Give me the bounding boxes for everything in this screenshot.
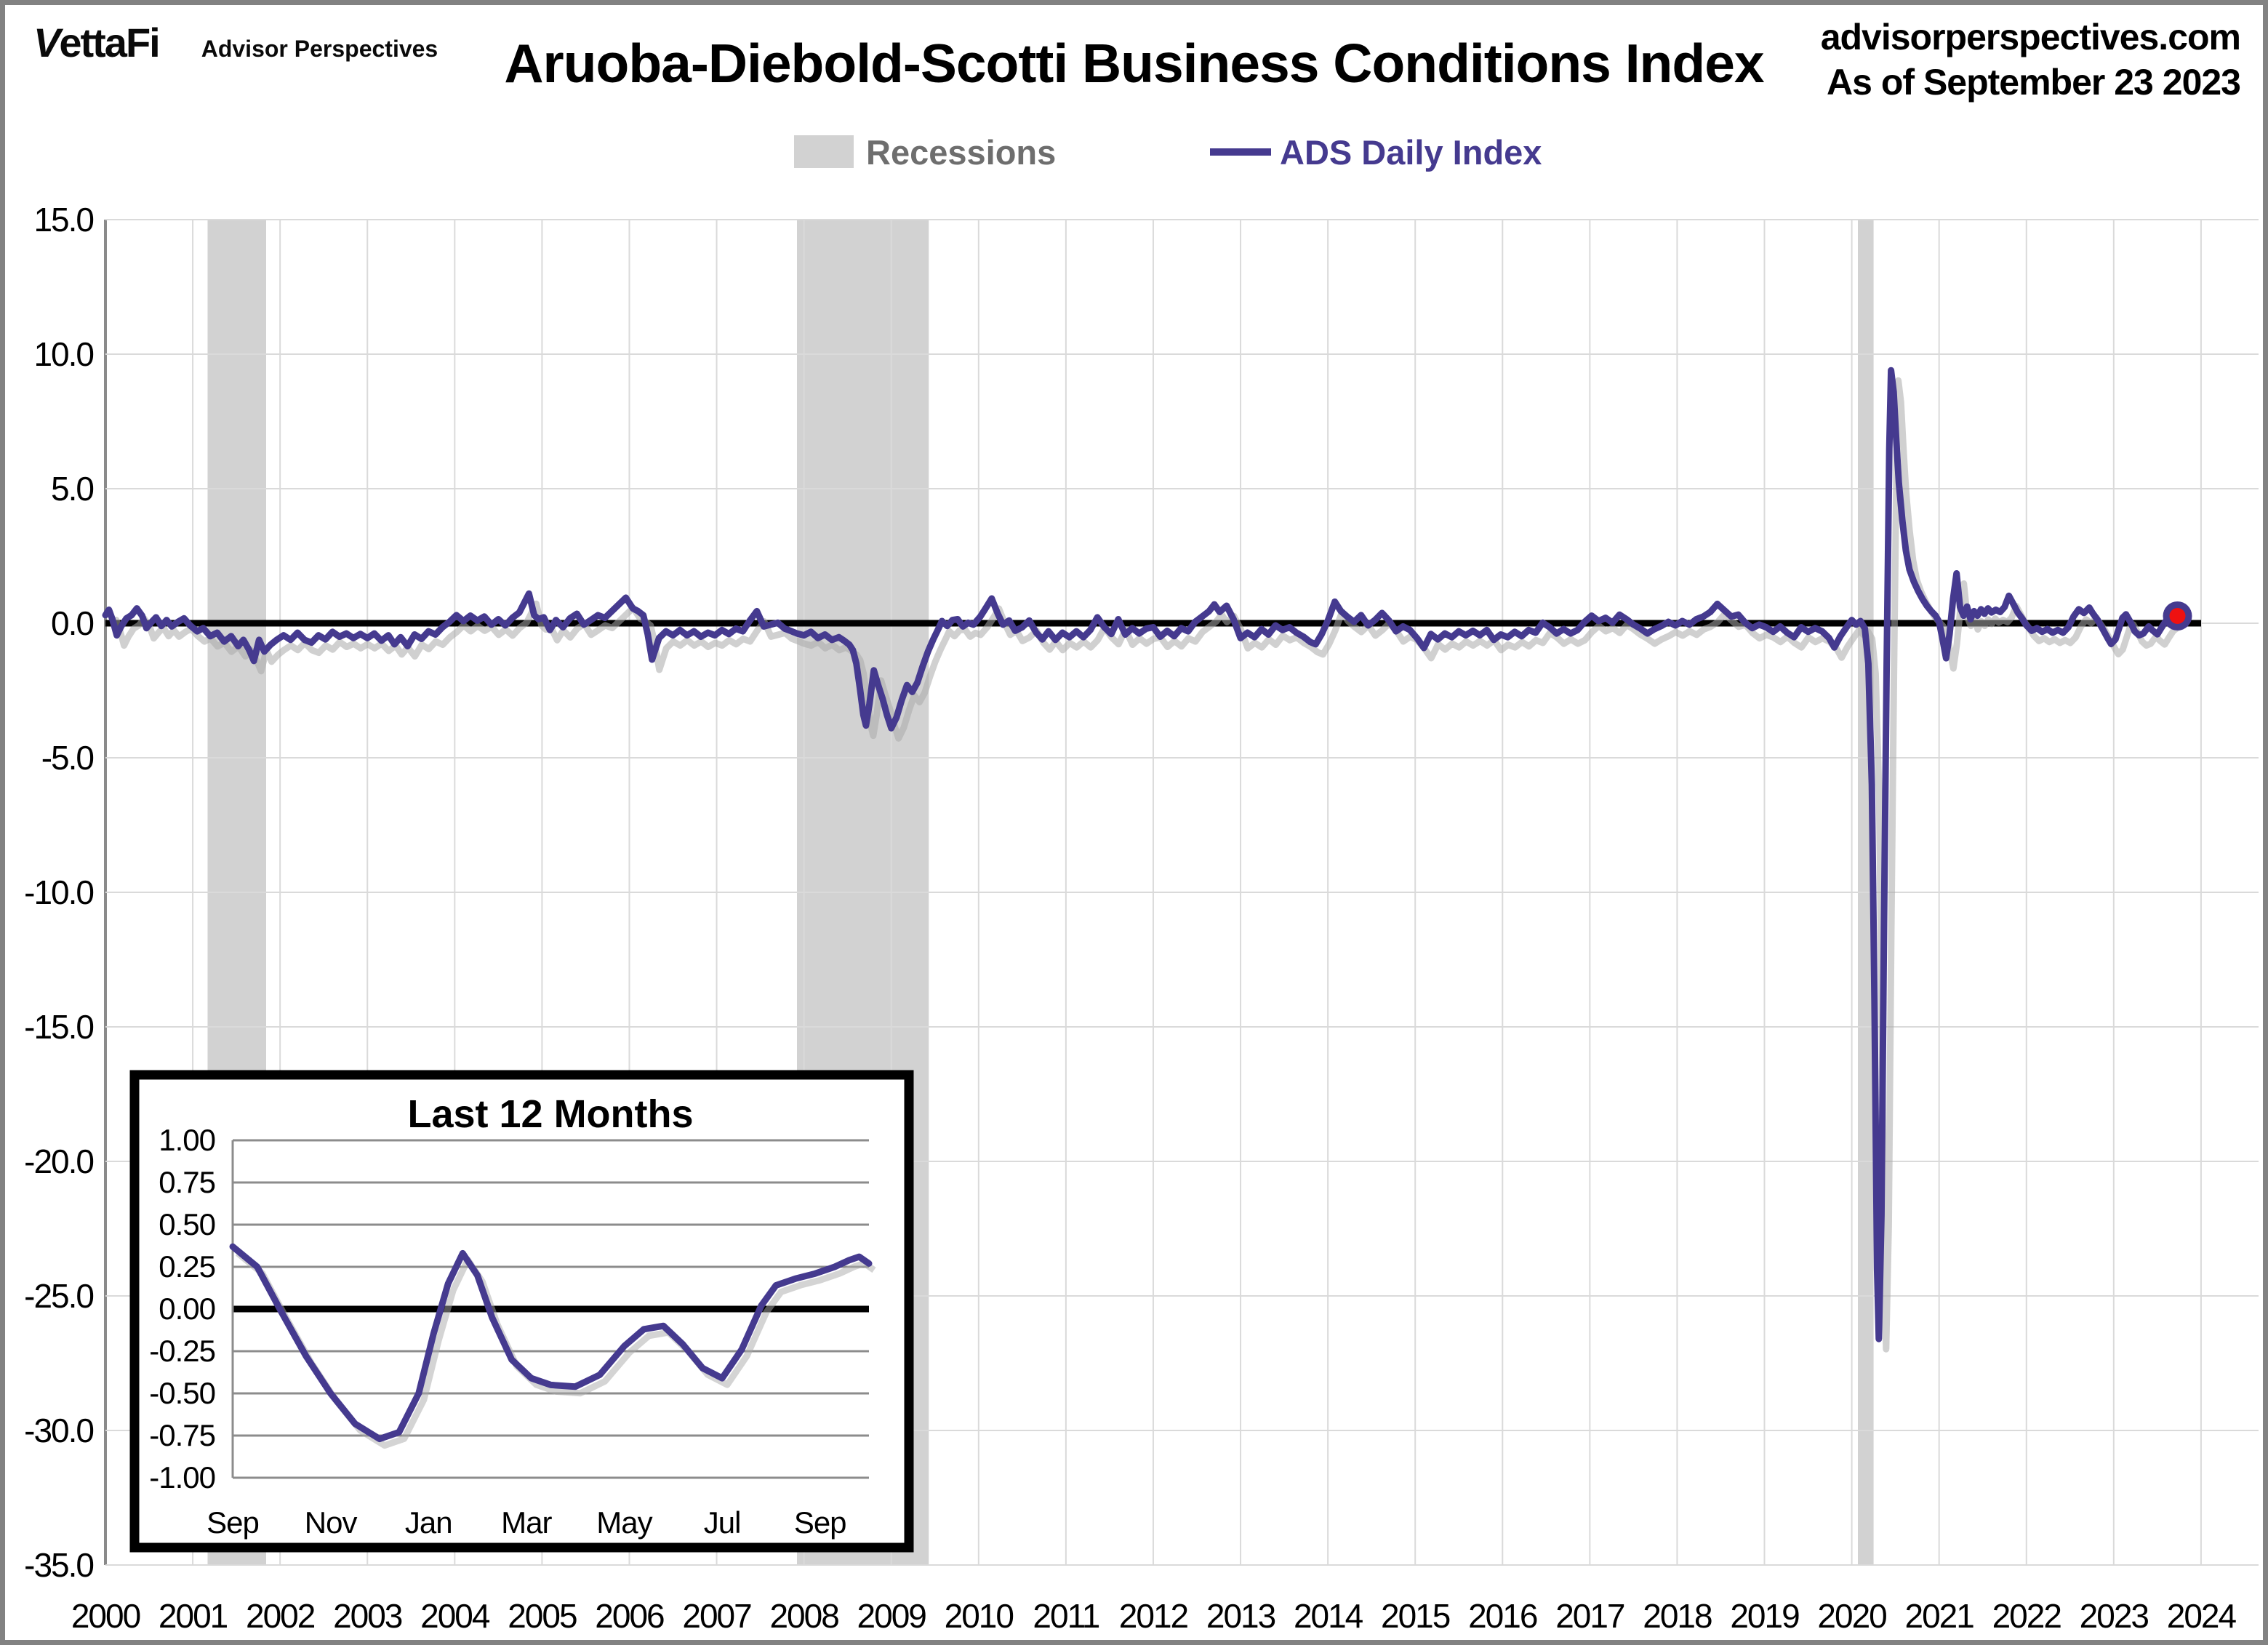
y-tick-label: -5.0 xyxy=(41,739,94,777)
x-tick-label: 2007 xyxy=(682,1597,751,1635)
x-tick-label: 2020 xyxy=(1817,1597,1886,1635)
source-block: advisorperspectives.com As of September … xyxy=(1820,15,2241,105)
vettafi-logo-text: VettaFi xyxy=(33,19,161,66)
y-tick-label: 10.0 xyxy=(33,335,93,373)
inset-x-tick-label: Sep xyxy=(794,1505,846,1540)
inset-x-tick-label: Jul xyxy=(704,1505,741,1540)
inset-y-tick-label: 1.00 xyxy=(159,1123,215,1157)
y-tick-label: -15.0 xyxy=(24,1008,93,1046)
x-tick-label: 2003 xyxy=(333,1597,402,1635)
inset-y-tick-label: -1.00 xyxy=(149,1460,215,1494)
x-tick-label: 2004 xyxy=(420,1597,490,1635)
inset-y-tick-label: 0.75 xyxy=(159,1165,215,1199)
y-tick-label: 15.0 xyxy=(33,201,93,239)
page-title: Aruoba-Diebold-Scotti Business Condition… xyxy=(504,33,1764,94)
x-tick-label: 2013 xyxy=(1206,1597,1275,1635)
x-tick-label: 2009 xyxy=(857,1597,926,1635)
end-marker-dot xyxy=(2169,608,2186,624)
x-tick-label: 2011 xyxy=(1033,1597,1099,1635)
inset-line xyxy=(229,1243,873,1443)
inset-y-tick-label: -0.25 xyxy=(149,1334,215,1368)
x-tick-label: 2000 xyxy=(71,1597,140,1635)
x-tick-label: 2022 xyxy=(1992,1597,2061,1635)
inset-x-tick-label: May xyxy=(596,1505,652,1540)
source-site: advisorperspectives.com xyxy=(1820,17,2241,57)
x-tick-label: 2005 xyxy=(508,1597,577,1635)
inset-chart: 1.00 0.75 0.50 0.25 0.00 -0.25 -0.50 -0.75 -1.00… xyxy=(129,1070,914,1553)
y-tick-label: -20.0 xyxy=(24,1142,93,1180)
legend-recession-swatch xyxy=(794,135,854,168)
y-tick-label: -25.0 xyxy=(24,1277,93,1315)
x-tick-label: 2006 xyxy=(595,1597,664,1635)
x-tick-label: 2015 xyxy=(1381,1597,1450,1635)
as-of-date: As of September 23 2023 xyxy=(1827,62,2241,103)
x-tick-label: 2021 xyxy=(1905,1597,1974,1635)
y-tick-label: -35.0 xyxy=(24,1546,93,1584)
inset-x-tick-label: Mar xyxy=(501,1505,552,1540)
logo-subtitle: Advisor Perspectives xyxy=(201,36,438,62)
x-tick-label: 2002 xyxy=(246,1597,315,1635)
x-tick-label: 2017 xyxy=(1555,1597,1624,1635)
inset-title: Last 12 Months xyxy=(407,1092,693,1136)
inset-y-tick-label: -0.50 xyxy=(149,1376,215,1410)
x-tick-label: 2018 xyxy=(1643,1597,1712,1635)
x-tick-label: 2014 xyxy=(1294,1597,1363,1635)
x-tick-label: 2008 xyxy=(769,1597,838,1635)
inset-y-tick-label: 0.25 xyxy=(159,1249,215,1284)
inset-x-tick-label: Jan xyxy=(405,1505,452,1540)
legend-series-label: ADS Daily Index xyxy=(1280,133,1542,172)
x-tick-label: 2012 xyxy=(1119,1597,1188,1635)
x-tick-label: 2023 xyxy=(2080,1597,2149,1635)
x-tick-label: 2010 xyxy=(945,1597,1014,1635)
x-tick-label: 2016 xyxy=(1468,1597,1537,1635)
legend-recessions-label: Recessions xyxy=(866,133,1057,172)
ads-daily-index-line xyxy=(102,367,2181,1342)
x-tick-label: 2024 xyxy=(2167,1597,2237,1635)
x-tick-label: 2019 xyxy=(1730,1597,1799,1635)
inset-x-tick-label: Nov xyxy=(305,1505,358,1540)
inset-x-tick-label: Sep xyxy=(207,1505,259,1540)
inset-y-tick-label: 0.00 xyxy=(159,1292,215,1326)
y-tick-label: -10.0 xyxy=(24,873,93,911)
y-tick-label: 0.0 xyxy=(51,604,93,642)
inset-y-tick-label: -0.75 xyxy=(149,1418,215,1452)
legend-line-swatch xyxy=(1210,148,1271,156)
vettafi-v-glyph: V xyxy=(33,20,60,65)
x-tick-label: 2001 xyxy=(159,1597,228,1635)
inset-y-tick-label: 0.50 xyxy=(159,1207,215,1241)
vettafi-logo-rest: ettaFi xyxy=(59,20,160,65)
y-tick-label: -30.0 xyxy=(24,1412,93,1449)
vettafi-logo: VettaFi Advisor Perspectives xyxy=(33,19,438,66)
y-tick-label: 5.0 xyxy=(51,470,93,508)
